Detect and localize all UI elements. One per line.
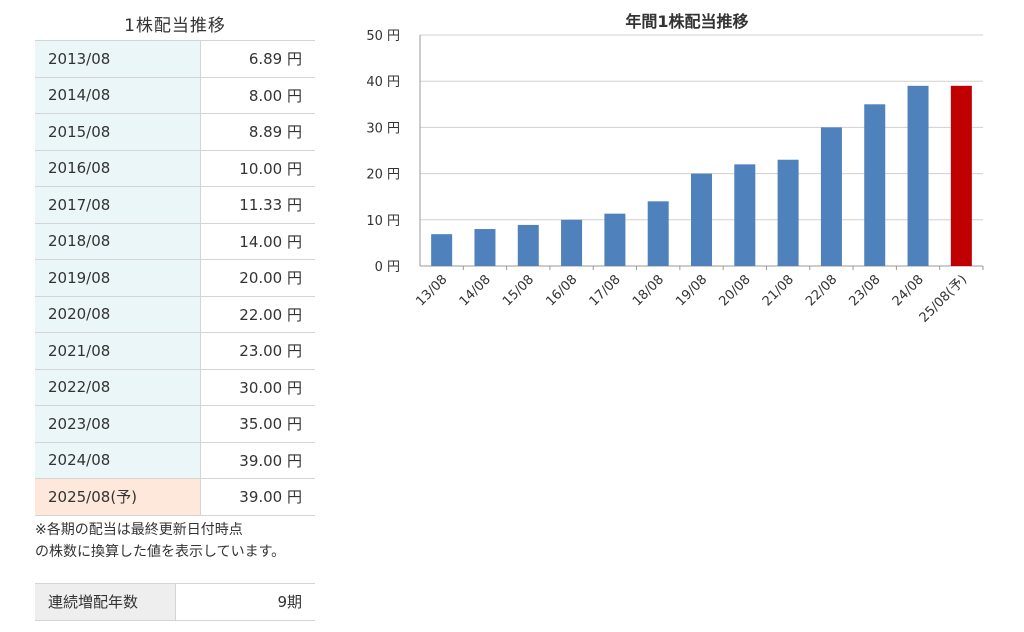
bar bbox=[777, 159, 799, 266]
table-row: 2025/08(予) 39.00 円 bbox=[35, 478, 315, 516]
x-tick-label: 14/08 bbox=[457, 272, 494, 309]
period-cell: 2024/08 bbox=[35, 441, 201, 479]
dividend-value-cell: 14.00 円 bbox=[200, 222, 315, 260]
table-row: 2015/08 8.89 円 bbox=[35, 113, 315, 150]
bar bbox=[907, 85, 929, 266]
table-row: 2016/08 10.00 円 bbox=[35, 149, 315, 187]
x-tick-label: 17/08 bbox=[587, 272, 624, 309]
table-row: 2014/08 8.00 円 bbox=[35, 76, 315, 114]
x-tick-label: 19/08 bbox=[673, 272, 710, 309]
bar bbox=[431, 234, 453, 266]
bar bbox=[820, 127, 842, 267]
bar bbox=[517, 224, 539, 266]
dividend-value-cell: 20.00 円 bbox=[200, 259, 315, 296]
period-cell: 2023/08 bbox=[35, 405, 201, 442]
y-tick-label: 10 円 bbox=[366, 214, 400, 229]
bar bbox=[604, 213, 626, 266]
x-tick-label: 21/08 bbox=[760, 272, 797, 309]
x-tick-label: 18/08 bbox=[630, 272, 667, 309]
dividend-table-title: 1株配当推移 bbox=[124, 16, 226, 36]
dividend-chart: 年間1株配当推移 0 円 10 円 20 円 30 円 40 円 50 円 13/08 14/… bbox=[355, 0, 1015, 364]
table-row: 2024/08 39.00 円 bbox=[35, 441, 315, 479]
y-tick-label: 20 円 bbox=[366, 168, 400, 183]
bar bbox=[950, 85, 972, 266]
x-tick-label: 13/08 bbox=[413, 272, 450, 309]
dividend-value-cell: 39.00 円 bbox=[200, 478, 315, 516]
period-cell: 2013/08 bbox=[35, 40, 201, 77]
note-line-2: の株数に換算した値を表示しています。 bbox=[35, 543, 286, 560]
note-line-1: ※各期の配当は最終更新日付時点 bbox=[35, 521, 243, 538]
dividend-value-cell: 11.33 円 bbox=[200, 186, 315, 223]
period-cell: 2016/08 bbox=[35, 149, 201, 187]
dividend-value-cell: 39.00 円 bbox=[200, 441, 315, 479]
streak-value: 9期 bbox=[175, 582, 315, 621]
table-row: 2021/08 23.00 円 bbox=[35, 332, 315, 369]
bar bbox=[561, 219, 583, 266]
chart-title: 年間1株配当推移 bbox=[625, 12, 748, 31]
period-cell: 2018/08 bbox=[35, 222, 201, 260]
bar bbox=[864, 104, 886, 266]
x-tick-label: 20/08 bbox=[717, 272, 754, 309]
dividend-value-cell: 35.00 円 bbox=[200, 405, 315, 442]
bar bbox=[647, 201, 669, 266]
period-cell: 2021/08 bbox=[35, 332, 201, 369]
table-row: 2013/08 6.89 円 bbox=[35, 40, 315, 77]
x-tick-label: 23/08 bbox=[846, 272, 883, 309]
dividend-value-cell: 6.89 円 bbox=[200, 40, 315, 77]
bar bbox=[691, 173, 712, 266]
x-tick-label: 15/08 bbox=[500, 272, 537, 309]
table-row: 2022/08 30.00 円 bbox=[35, 368, 315, 406]
dividend-value-cell: 30.00 円 bbox=[200, 368, 315, 406]
dividend-value-cell: 8.89 円 bbox=[200, 113, 315, 150]
table-row: 2019/08 20.00 円 bbox=[35, 259, 315, 296]
period-cell: 2025/08(予) bbox=[35, 478, 201, 516]
dividend-note: ※各期の配当は最終更新日付時点 の株数に換算した値を表示しています。 bbox=[35, 519, 315, 563]
streak-row: 連続増配年数 9期 bbox=[35, 582, 315, 621]
dividend-value-cell: 23.00 円 bbox=[200, 332, 315, 369]
y-tick-label: 50 円 bbox=[366, 29, 400, 44]
x-tick-label: 16/08 bbox=[543, 272, 580, 309]
table-row: 2017/08 11.33 円 bbox=[35, 186, 315, 223]
dividend-value-cell: 10.00 円 bbox=[200, 149, 315, 187]
table-row: 2018/08 14.00 円 bbox=[35, 222, 315, 260]
y-tick-label: 40 円 bbox=[366, 75, 400, 90]
bar bbox=[474, 229, 496, 266]
bar bbox=[734, 164, 756, 266]
x-tick-label: 24/08 bbox=[890, 272, 927, 309]
period-cell: 2015/08 bbox=[35, 113, 201, 150]
dividend-bar-chart: 年間1株配当推移 0 円 10 円 20 円 30 円 40 円 50 円 13/08 14/… bbox=[366, 12, 984, 326]
dividend-table-panel: 1株配当推移 2013/08 6.89 円 2014/08 8.00 円 2015/08… bbox=[35, 0, 315, 621]
period-cell: 2014/08 bbox=[35, 76, 201, 114]
period-cell: 2019/08 bbox=[35, 259, 201, 296]
dividend-value-cell: 22.00 円 bbox=[200, 295, 315, 333]
x-tick-label: 25/08(予) bbox=[917, 272, 970, 325]
streak-table: 連続増配年数 9期 bbox=[35, 582, 315, 621]
table-row: 2023/08 35.00 円 bbox=[35, 405, 315, 442]
dividend-value-cell: 8.00 円 bbox=[200, 76, 315, 114]
period-cell: 2020/08 bbox=[35, 295, 201, 333]
streak-label: 連続増配年数 bbox=[35, 582, 176, 621]
period-cell: 2022/08 bbox=[35, 368, 201, 406]
y-tick-label: 30 円 bbox=[366, 121, 400, 136]
x-tick-label: 22/08 bbox=[803, 272, 840, 309]
table-row: 2020/08 22.00 円 bbox=[35, 295, 315, 333]
period-cell: 2017/08 bbox=[35, 186, 201, 223]
y-tick-label: 0 円 bbox=[375, 260, 400, 275]
